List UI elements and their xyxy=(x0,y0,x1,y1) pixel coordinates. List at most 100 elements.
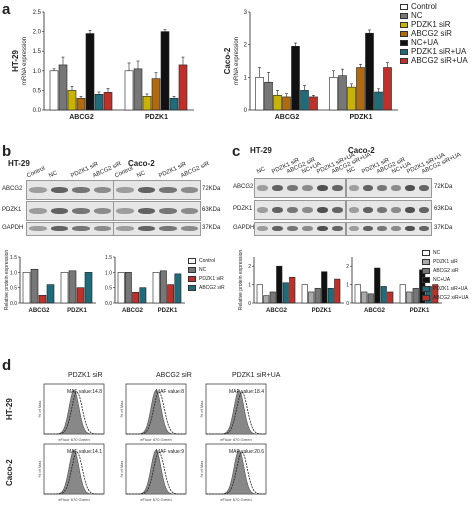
blot-b-caco2-gapdh xyxy=(113,222,201,236)
bar xyxy=(361,291,368,304)
bar xyxy=(308,291,315,304)
kda-c-37: 37KDa xyxy=(434,225,453,231)
bar xyxy=(321,271,328,304)
band xyxy=(302,226,313,231)
col-label-pdzk1: PDZK1 siR xyxy=(68,372,103,379)
band xyxy=(180,187,198,193)
y-tick-label: 1.0 xyxy=(33,69,42,75)
blot-b-caco2-abcg2 xyxy=(113,180,201,200)
y-tick-label: 2.0 xyxy=(33,30,42,36)
histogram-y-label: % of Max xyxy=(199,461,204,478)
bar xyxy=(406,291,413,304)
band xyxy=(419,185,429,191)
band xyxy=(287,207,298,213)
band xyxy=(72,226,90,231)
bar xyxy=(365,32,374,111)
band xyxy=(287,226,298,231)
band xyxy=(317,185,328,191)
category-label: PDZK1 xyxy=(158,308,178,314)
y-tick-label: 0.5 xyxy=(10,286,17,292)
band xyxy=(363,185,373,191)
band xyxy=(116,226,134,231)
band xyxy=(72,208,90,214)
category-label: ABCG2 xyxy=(266,308,288,314)
y-tick-label: 1.5 xyxy=(33,49,42,55)
y-tick-label: 2 xyxy=(248,264,251,270)
cell-label-caco2-b: Caco-2 xyxy=(128,159,155,168)
band xyxy=(317,207,328,213)
blot-b-caco2-pdzk1 xyxy=(113,201,201,221)
band xyxy=(257,207,268,213)
bar xyxy=(22,272,31,304)
legend-label: NC xyxy=(433,249,441,256)
legend-c: NC PDZK1 siR ABCG2 siR NC+UA PDZK1 siR+UA ABC… xyxy=(422,248,468,302)
col-label-pdzk1-ua: PDZK1 siR+UA xyxy=(232,372,281,379)
band xyxy=(93,226,111,231)
bar xyxy=(124,70,134,111)
bar xyxy=(255,77,264,111)
blot-c-caco2-abcg2 xyxy=(346,178,432,198)
band xyxy=(29,208,47,214)
lane-label: NC xyxy=(48,170,59,180)
band xyxy=(405,226,415,231)
cell-line-label: HT-29 xyxy=(11,50,20,72)
bar xyxy=(58,64,68,111)
category-label: ABCG2 xyxy=(28,308,50,314)
maf-value: MAF value:14.8 xyxy=(67,389,102,395)
y-tick-label: 1.0 xyxy=(10,270,17,276)
bar xyxy=(142,95,152,111)
legend-label: Control xyxy=(411,2,437,11)
legend-swatch xyxy=(422,285,430,292)
bar xyxy=(263,295,270,304)
panel-d-histograms: MAF value:14.8 % of Max eFluor 670 Green MA… xyxy=(37,383,267,502)
bar xyxy=(432,284,439,304)
bar xyxy=(169,97,179,111)
band xyxy=(391,226,401,231)
y-tick-label: 0.5 xyxy=(33,88,42,94)
histogram-x-label: eFluor 670 Green xyxy=(220,497,251,502)
maf-value: MAF value:18.4 xyxy=(229,389,264,395)
y-axis-label: Relative protein expression xyxy=(238,250,244,311)
band xyxy=(93,187,111,193)
bar xyxy=(300,90,309,111)
row-label-c-abcg2: ABCG2 xyxy=(233,184,254,190)
y-axis-label: mRNA expression xyxy=(234,37,240,85)
bar xyxy=(178,64,188,111)
y-tick-label: 0.5 xyxy=(105,286,112,292)
blot-c-ht29-pdzk1 xyxy=(254,200,346,220)
histogram-outline xyxy=(126,391,187,435)
legend-swatch xyxy=(422,294,430,301)
bar xyxy=(380,286,387,304)
y-tick-label: 1.5 xyxy=(10,255,17,261)
row-label-b-pdzk1: PDZK1 xyxy=(2,207,22,213)
legend-swatch xyxy=(422,249,430,256)
band xyxy=(391,185,401,191)
bar xyxy=(94,94,104,111)
legend-swatch xyxy=(188,266,196,273)
legend-swatch xyxy=(400,12,408,19)
band xyxy=(72,187,90,193)
panel-c-label: c xyxy=(232,143,241,160)
histogram-y-label: % of Max xyxy=(37,461,42,478)
legend-label: NC+UA xyxy=(411,38,439,47)
chart-a-ht29: 0.0 0.5 1.0 1.5 2.0 2.5 ABCG2 PDZK1 mRNA express… xyxy=(11,10,194,121)
histogram-outline xyxy=(44,391,105,435)
legend-swatch xyxy=(188,284,196,291)
bar xyxy=(152,272,160,304)
bar xyxy=(85,33,95,111)
band xyxy=(50,226,68,231)
panel-d-label: d xyxy=(2,357,12,374)
bar xyxy=(374,91,383,111)
legend-label: NC xyxy=(199,266,207,273)
band xyxy=(302,207,313,213)
bar xyxy=(276,265,283,304)
blot-c-ht29-gapdh xyxy=(254,222,346,236)
bar xyxy=(133,68,143,111)
band xyxy=(287,185,298,191)
legend-swatch xyxy=(400,30,408,37)
category-label: PDZK1 xyxy=(145,114,168,121)
band xyxy=(405,207,415,213)
panel-a-label: a xyxy=(2,1,11,18)
category-label: ABCG2 xyxy=(364,308,386,314)
col-label-abcg2: ABCG2 siR xyxy=(156,372,192,379)
